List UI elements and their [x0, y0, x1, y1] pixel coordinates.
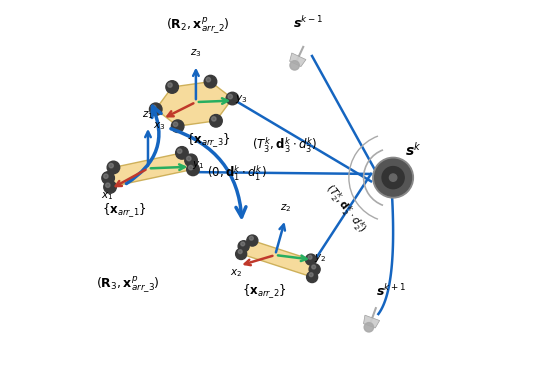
Polygon shape — [110, 153, 193, 187]
Circle shape — [187, 157, 191, 161]
Text: $z_1$: $z_1$ — [142, 109, 153, 121]
Circle shape — [102, 172, 115, 184]
Text: $(\mathbf{R}_2,\mathbf{x}^p_{arr\_2})$: $(\mathbf{R}_2,\mathbf{x}^p_{arr\_2})$ — [166, 16, 230, 36]
Circle shape — [210, 115, 222, 127]
Text: $\{\mathbf{x}_{arr\_3}\}$: $\{\mathbf{x}_{arr\_3}\}$ — [187, 131, 231, 149]
Text: $z_3$: $z_3$ — [190, 47, 202, 59]
Text: $\boldsymbol{s}^k$: $\boldsymbol{s}^k$ — [405, 141, 422, 158]
Text: $y_1$: $y_1$ — [192, 159, 204, 171]
Circle shape — [238, 250, 242, 253]
Text: $\boldsymbol{s}^{k-1}$: $\boldsymbol{s}^{k-1}$ — [293, 16, 324, 31]
Circle shape — [106, 183, 110, 188]
Circle shape — [177, 149, 182, 153]
Circle shape — [241, 242, 245, 246]
Circle shape — [212, 117, 216, 121]
Circle shape — [249, 236, 253, 240]
Circle shape — [235, 249, 247, 259]
Circle shape — [187, 163, 199, 176]
FancyArrowPatch shape — [126, 106, 161, 184]
Circle shape — [305, 254, 316, 265]
Circle shape — [309, 273, 313, 277]
Polygon shape — [241, 240, 312, 277]
Circle shape — [375, 159, 412, 196]
Circle shape — [107, 161, 120, 174]
Circle shape — [171, 120, 184, 132]
Text: $y_3$: $y_3$ — [235, 92, 248, 105]
Text: $(\mathbf{R}_3,\mathbf{x}^p_{arr\_3})$: $(\mathbf{R}_3,\mathbf{x}^p_{arr\_3})$ — [96, 274, 160, 295]
Polygon shape — [290, 53, 306, 67]
Circle shape — [247, 235, 258, 246]
Circle shape — [306, 272, 317, 283]
Circle shape — [173, 122, 178, 127]
Circle shape — [312, 265, 316, 269]
Circle shape — [308, 255, 312, 259]
Circle shape — [238, 241, 249, 252]
Circle shape — [188, 165, 193, 170]
Circle shape — [373, 157, 413, 198]
Circle shape — [226, 92, 239, 105]
Circle shape — [166, 81, 178, 93]
FancyArrowPatch shape — [171, 129, 246, 217]
Polygon shape — [363, 315, 379, 328]
Circle shape — [389, 174, 397, 181]
Text: $x_1$: $x_1$ — [101, 190, 114, 202]
Text: $\{\mathbf{x}_{arr\_2}\}$: $\{\mathbf{x}_{arr\_2}\}$ — [242, 282, 286, 300]
Text: $x_2$: $x_2$ — [229, 267, 242, 279]
Circle shape — [364, 323, 373, 332]
Circle shape — [176, 147, 188, 159]
Text: $(0,\mathbf{d}_1^k \cdot d_1^k)$: $(0,\mathbf{d}_1^k \cdot d_1^k)$ — [207, 164, 266, 183]
Text: $z_2$: $z_2$ — [280, 202, 291, 214]
Circle shape — [228, 94, 233, 99]
Circle shape — [104, 174, 108, 178]
Text: $y_2$: $y_2$ — [314, 252, 326, 264]
Circle shape — [290, 61, 299, 70]
Circle shape — [206, 77, 211, 82]
Circle shape — [185, 154, 197, 166]
Circle shape — [309, 264, 320, 275]
Polygon shape — [156, 82, 232, 126]
Circle shape — [150, 103, 162, 115]
Text: $x_3$: $x_3$ — [152, 120, 165, 132]
Circle shape — [104, 181, 116, 193]
Circle shape — [204, 75, 217, 88]
Text: $(T_3^k,\mathbf{d}_3^k \cdot d_3^k)$: $(T_3^k,\mathbf{d}_3^k \cdot d_3^k)$ — [252, 136, 317, 155]
Circle shape — [168, 83, 172, 87]
Circle shape — [151, 105, 156, 110]
Text: $\boldsymbol{s}^{k+1}$: $\boldsymbol{s}^{k+1}$ — [376, 283, 406, 299]
Text: $(T_2^k,\mathbf{d}_2^k \cdot d_2^k)$: $(T_2^k,\mathbf{d}_2^k \cdot d_2^k)$ — [321, 180, 370, 236]
Circle shape — [109, 164, 114, 168]
Circle shape — [382, 166, 404, 189]
Text: $\{\mathbf{x}_{arr\_1}\}$: $\{\mathbf{x}_{arr\_1}\}$ — [102, 201, 146, 219]
